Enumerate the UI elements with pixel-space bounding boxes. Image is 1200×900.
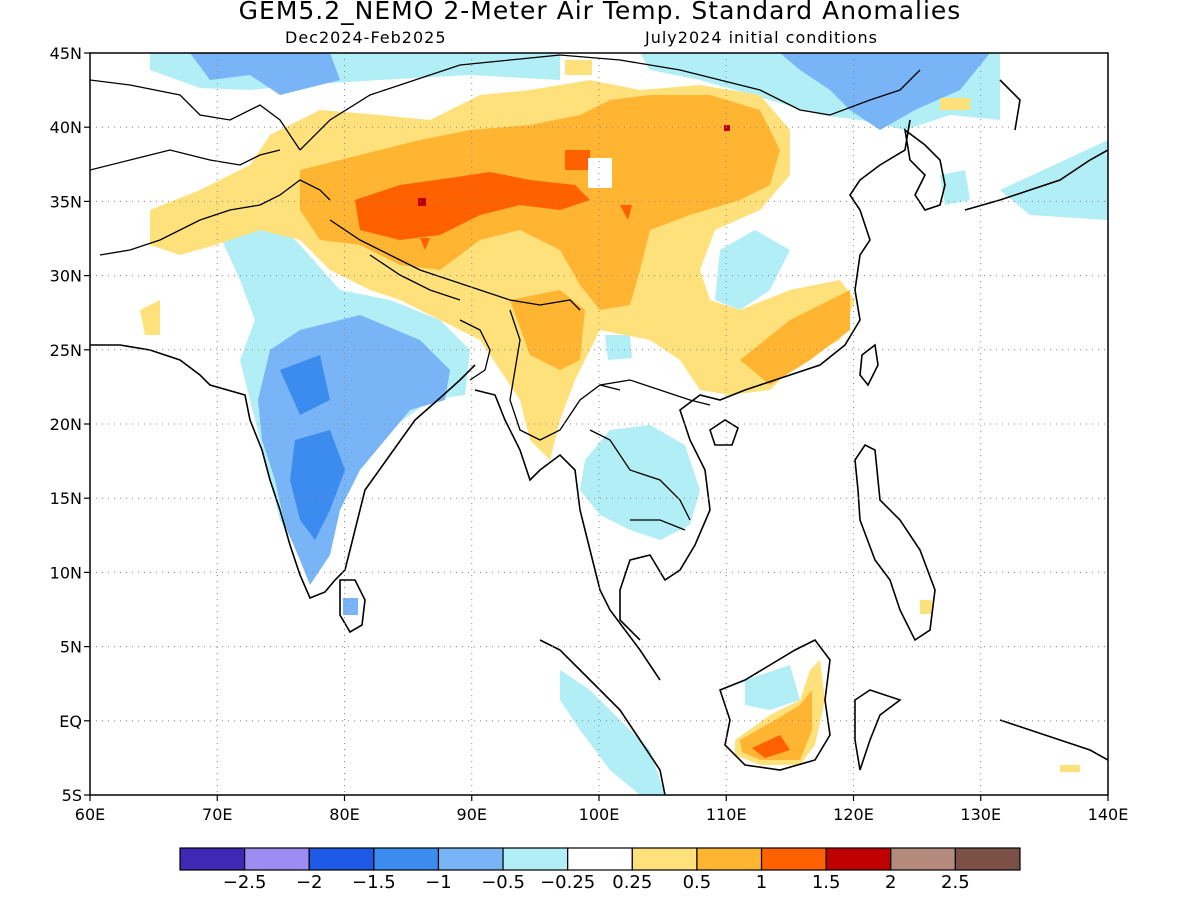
region-borneo-north-cool bbox=[745, 665, 800, 710]
region-southchina-warm bbox=[740, 290, 850, 385]
border-thailand-laos bbox=[589, 429, 691, 521]
y-tick-label: 20N bbox=[50, 415, 82, 434]
colorbar-swatch bbox=[373, 847, 440, 871]
region-borneo-warm bbox=[740, 690, 812, 760]
coastline-newguinea bbox=[999, 719, 1108, 761]
x-tick-label: 110E bbox=[706, 805, 747, 824]
border-india-pakistan bbox=[99, 179, 331, 256]
border-nepal bbox=[369, 254, 461, 301]
colorbar-label: 2 bbox=[885, 872, 897, 893]
colorbar-label: −1.5 bbox=[351, 872, 396, 893]
border-china-north bbox=[299, 54, 921, 151]
y-tick-label: 40N bbox=[50, 118, 82, 137]
coastline-taiwan bbox=[859, 343, 879, 387]
border-cambodia bbox=[630, 519, 686, 531]
x-tick-label: 130E bbox=[960, 805, 1001, 824]
initial-conditions: July2024 initial conditions bbox=[645, 28, 878, 47]
colorbar-swatch bbox=[825, 847, 892, 871]
region-qaidam-neutral bbox=[588, 158, 612, 188]
colorbar-label: −2 bbox=[295, 872, 323, 893]
x-tick-label: 100E bbox=[579, 805, 620, 824]
border-bangladesh bbox=[459, 319, 491, 381]
x-axis-ticks: 60E 70E 80E 90E 100E 110E 120E 130E 140E bbox=[75, 795, 1129, 824]
colorbar-swatch bbox=[567, 847, 633, 871]
region-india-cool bbox=[258, 315, 450, 585]
x-tick-label: 60E bbox=[75, 805, 105, 824]
coastline-bay-east bbox=[474, 389, 661, 681]
y-tick-label: 35N bbox=[50, 192, 82, 211]
x-tick-label: 140E bbox=[1088, 805, 1129, 824]
colorbar-swatch bbox=[760, 847, 827, 871]
region-yunnan-cool bbox=[605, 335, 632, 360]
colorbar-swatch bbox=[308, 847, 375, 871]
y-tick-label: 10N bbox=[50, 563, 82, 582]
colorbar-label: 0.25 bbox=[612, 872, 653, 893]
map-title: GEM5.2_NEMO 2-Meter Air Temp. Standard A… bbox=[238, 0, 962, 25]
coastline-indochina bbox=[619, 119, 911, 641]
coastline-srilanka bbox=[339, 579, 366, 634]
colorbar-label: 2.5 bbox=[941, 872, 970, 893]
border-myanmar bbox=[509, 309, 621, 441]
colorbar-label: 1.5 bbox=[811, 872, 841, 893]
x-tick-label: 90E bbox=[457, 805, 487, 824]
coastline-borneo bbox=[719, 638, 831, 771]
colorbar-swatch bbox=[631, 847, 698, 871]
region-northeast-cool-2 bbox=[780, 53, 990, 130]
y-tick-label: 5N bbox=[60, 638, 82, 657]
x-tick-label: 80E bbox=[329, 805, 359, 824]
border-afghanistan bbox=[90, 149, 281, 171]
colorbar-swatch bbox=[502, 847, 569, 871]
region-japan-cool-2 bbox=[1000, 140, 1108, 220]
country-borders bbox=[90, 54, 921, 531]
coastline-philippines bbox=[854, 443, 936, 642]
y-axis-ticks: 5S EQ 5N 10N 15N 20N 25N 30N 35N 40N 45N bbox=[50, 44, 90, 805]
y-tick-label: EQ bbox=[59, 712, 82, 731]
colorbar-label: 0.5 bbox=[682, 872, 712, 893]
colorbar-swatch bbox=[890, 847, 956, 871]
colorbar-label: −2.5 bbox=[222, 872, 267, 893]
x-tick-label: 120E bbox=[833, 805, 874, 824]
region-china-cool bbox=[715, 230, 790, 310]
colorbar-label: −0.5 bbox=[481, 872, 525, 893]
coastline-korea bbox=[903, 128, 946, 211]
colorbar-label: −1 bbox=[425, 872, 452, 893]
colorbar-swatch bbox=[244, 847, 310, 871]
forecast-period: Dec2024-Feb2025 bbox=[285, 28, 447, 47]
region-west-warm bbox=[140, 300, 160, 335]
region-india-cool-strong bbox=[280, 355, 345, 540]
region-korea-cool bbox=[940, 170, 970, 205]
colorbar-swatch bbox=[437, 847, 504, 871]
region-sumatra-cool bbox=[560, 670, 665, 795]
y-tick-label: 30N bbox=[50, 267, 82, 286]
colorbar-swatch bbox=[179, 847, 246, 871]
colorbar-swatch bbox=[954, 847, 1021, 871]
colorbar-label: −0.25 bbox=[540, 872, 596, 893]
gridlines bbox=[90, 53, 1108, 795]
anomaly-shading bbox=[140, 53, 1108, 795]
border-china-vietnam bbox=[599, 379, 711, 406]
x-tick-label: 70E bbox=[202, 805, 232, 824]
region-indochina-cool bbox=[580, 425, 700, 540]
coastlines bbox=[90, 79, 1108, 795]
colorbar bbox=[179, 847, 1021, 871]
colorbar-swatch bbox=[696, 847, 763, 871]
region-borneo-hot bbox=[752, 735, 790, 758]
colorbar-label: 1 bbox=[755, 872, 768, 893]
coastline-india bbox=[90, 344, 476, 600]
coastline-sumatra bbox=[539, 639, 666, 795]
y-tick-label: 5S bbox=[62, 786, 82, 805]
region-srilanka-cool bbox=[343, 598, 358, 615]
region-mongolia-cool-2 bbox=[190, 53, 340, 95]
coastline-hainan bbox=[709, 419, 739, 446]
region-tibet-hot bbox=[355, 172, 590, 240]
border-himalaya bbox=[329, 219, 581, 311]
y-tick-label: 45N bbox=[50, 44, 82, 63]
border-central-asia bbox=[90, 79, 301, 151]
y-tick-label: 25N bbox=[50, 341, 82, 360]
coastline-japan bbox=[964, 79, 1108, 211]
y-tick-label: 15N bbox=[50, 489, 82, 508]
coastline-sulawesi bbox=[854, 689, 902, 771]
